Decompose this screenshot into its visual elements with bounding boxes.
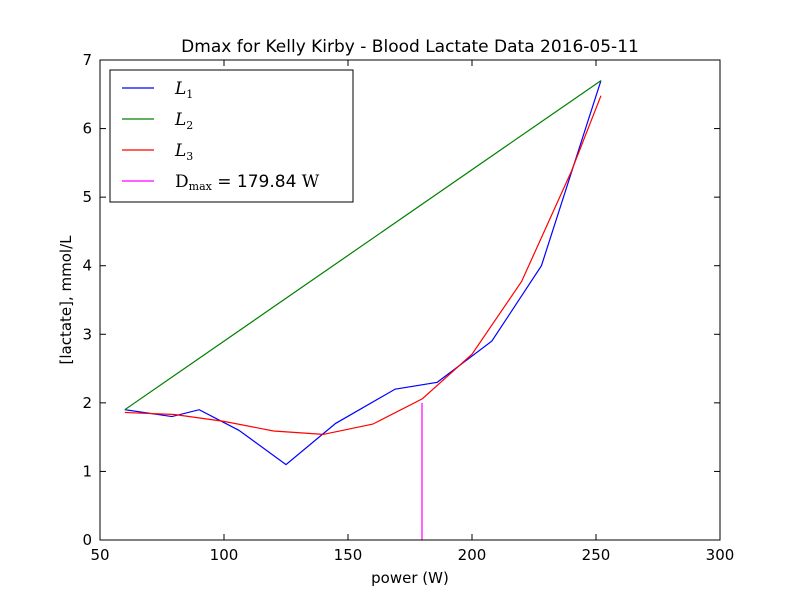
legend-label-l3: L3	[174, 141, 193, 163]
y-tick-label: 6	[82, 120, 92, 138]
legend: L1 L2 L3 Dmax = 179.84 W	[109, 69, 354, 203]
legend-label-dmax: Dmax = 179.84 W	[175, 172, 320, 193]
series-line-l1	[124, 80, 602, 466]
x-axis-label: power (W)	[371, 569, 449, 587]
y-tick-label: 7	[82, 51, 92, 69]
y-tick-label: 1	[82, 462, 92, 480]
x-tick-label: 100	[210, 546, 239, 564]
y-tick-label: 5	[82, 188, 92, 206]
y-tick-label: 3	[82, 325, 92, 343]
y-tick-label: 2	[82, 394, 92, 412]
y-tick-label: 4	[82, 257, 92, 275]
legend-label-l1: L1	[174, 79, 193, 101]
plot-frame	[99, 59, 721, 541]
y-tick-label: 0	[82, 531, 92, 549]
plot-area	[124, 80, 602, 540]
axis-ticks: 50 100 150 200 250 300 0 1 2 3 4 5 6 7	[82, 51, 734, 564]
chart-title: Dmax for Kelly Kirby - Blood Lactate Dat…	[181, 37, 639, 57]
x-tick-label: 150	[334, 546, 363, 564]
x-tick-label: 300	[706, 546, 735, 564]
x-tick-label: 250	[582, 546, 611, 564]
x-tick-label: 200	[458, 546, 487, 564]
legend-label-l2: L2	[174, 110, 193, 132]
series-line-l3	[124, 95, 602, 436]
x-tick-label: 50	[90, 546, 109, 564]
y-axis-label: [lactate], mmol/L	[57, 235, 75, 365]
series-line-l2	[124, 80, 602, 411]
legend-box	[109, 69, 354, 203]
